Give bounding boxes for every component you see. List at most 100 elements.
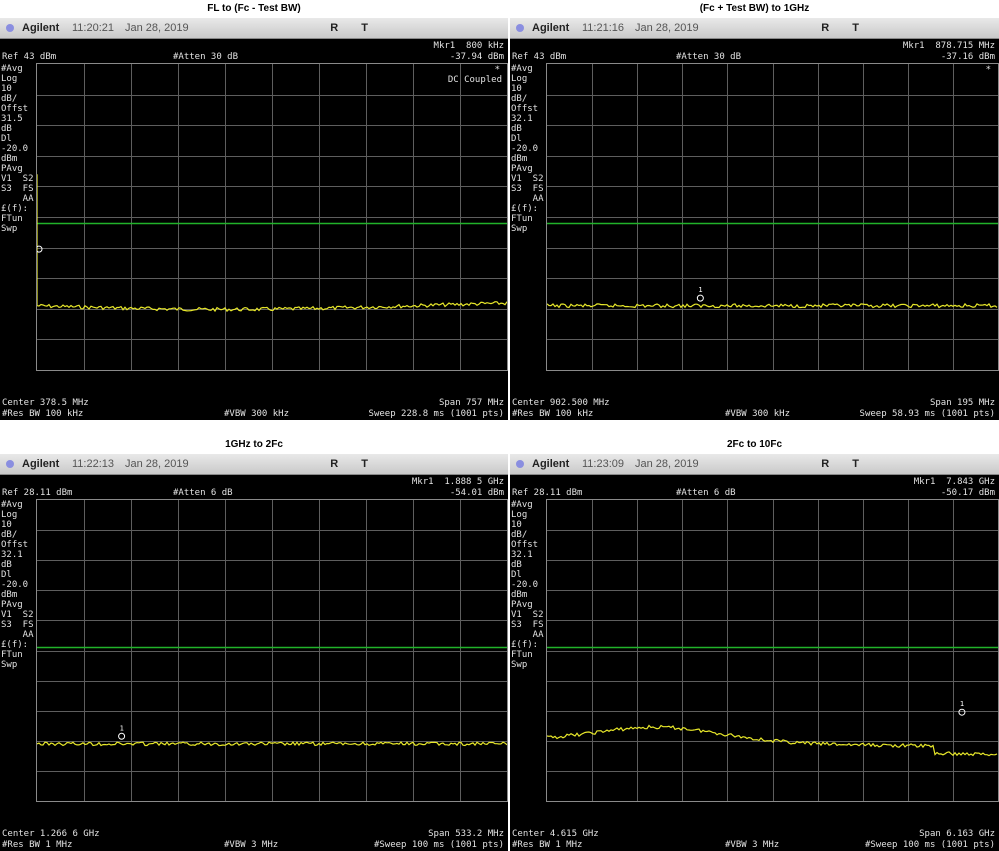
resolution-bandwidth: #Res BW 100 kHz	[512, 409, 594, 419]
settings-label: Log	[1, 74, 18, 84]
agilent-logo-icon	[6, 24, 14, 32]
sweep-time: Sweep 58.93 ms (1001 pts)	[859, 409, 995, 419]
settings-label: Dl	[511, 570, 522, 580]
settings-label: Offst	[1, 540, 29, 550]
marker-value: -54.01 dBm	[449, 488, 504, 498]
trace-svg: 1	[547, 500, 998, 801]
video-bandwidth: #VBW 3 MHz	[725, 840, 780, 850]
timestamp-date: Jan 28, 2019	[125, 458, 189, 470]
resolution-bandwidth: #Res BW 1 MHz	[2, 840, 73, 850]
timestamp-time: 11:23:09	[582, 458, 625, 470]
marker-value: -37.94 dBm	[449, 52, 504, 62]
panel-title: 1GHz to 2Fc	[0, 436, 508, 455]
video-bandwidth: #VBW 3 MHz	[224, 840, 279, 850]
settings-label: Log	[511, 74, 528, 84]
settings-label: S3 FS	[1, 620, 34, 630]
marker-label: Mkr1 878.715 MHz	[902, 41, 995, 51]
settings-label: dB	[1, 560, 12, 570]
settings-label: Dl	[1, 134, 12, 144]
marker-value: -37.16 dBm	[940, 52, 995, 62]
analyzer-header: Agilent 11:21:16 Jan 28, 2019 R T	[510, 18, 999, 39]
trace-plot: 1	[546, 63, 999, 371]
analyzer-screen: Mkr1 7.843 GHz Ref 28.11 dBm #Atten 6 dB…	[510, 475, 999, 851]
spectrum-trace	[547, 724, 998, 757]
attenuation: #Atten 30 dB	[173, 52, 239, 62]
settings-label: FTun	[511, 650, 533, 660]
settings-label: -20.0	[1, 580, 29, 590]
settings-label: dB/	[1, 530, 18, 540]
settings-label: AA	[1, 194, 34, 204]
center-frequency: Center 4.615 GHz	[512, 829, 599, 839]
sweep-time: #Sweep 100 ms (1001 pts)	[864, 840, 995, 850]
timestamp-date: Jan 28, 2019	[635, 22, 699, 34]
center-frequency: Center 1.266 6 GHz	[2, 829, 100, 839]
settings-label: Swp	[1, 224, 18, 234]
settings-label: AA	[511, 194, 544, 204]
attenuation: #Atten 6 dB	[173, 488, 233, 498]
settings-label: S3 FS	[511, 184, 544, 194]
video-bandwidth: #VBW 300 kHz	[725, 409, 791, 419]
marker-number: 1	[698, 286, 702, 294]
horizontal-divider	[0, 420, 999, 436]
settings-label: dB	[511, 124, 522, 134]
settings-label: PAvg	[511, 600, 533, 610]
settings-label: 10	[511, 84, 522, 94]
agilent-logo-icon	[516, 460, 524, 468]
settings-column: #Avg Log 10 dB/Offst 32.1 dB Dl -20.0 dBm PAvg V1 …	[511, 500, 545, 670]
settings-label: AA	[1, 630, 34, 640]
settings-label: Swp	[511, 660, 528, 670]
settings-label: #Avg	[511, 64, 533, 74]
settings-label: £(f):	[511, 640, 539, 650]
reference-level: Ref 43 dBm	[2, 52, 57, 62]
attenuation: #Atten 30 dB	[676, 52, 742, 62]
spectrum-panel: 2Fc to 10Fc Agilent 11:23:09 Jan 28, 201…	[510, 436, 999, 851]
marker-asterisk: *	[985, 65, 991, 75]
resolution-bandwidth: #Res BW 1 MHz	[512, 840, 583, 850]
settings-label: FTun	[1, 214, 23, 224]
spectrum-panel: FL to (Fc - Test BW) Agilent 11:20:21 Ja…	[0, 0, 508, 420]
marker-1	[118, 732, 126, 740]
settings-label: S3 FS	[1, 184, 34, 194]
reference-level: Ref 28.11 dBm	[2, 488, 73, 498]
settings-label: dB	[511, 560, 522, 570]
brand-label: Agilent	[532, 458, 570, 470]
settings-label: V1 S2	[511, 174, 544, 184]
span: Span 533.2 MHz	[428, 829, 504, 839]
spectrum-panel: 1GHz to 2Fc Agilent 11:22:13 Jan 28, 201…	[0, 436, 508, 851]
marker-label: Mkr1 7.843 GHz	[913, 477, 995, 487]
spectrum-trace	[37, 741, 507, 747]
settings-label: 10	[1, 84, 12, 94]
sweep-time: #Sweep 100 ms (1001 pts)	[373, 840, 504, 850]
settings-label: -20.0	[511, 144, 539, 154]
marker-label: Mkr1 1.888 5 GHz	[411, 477, 504, 487]
video-bandwidth: #VBW 300 kHz	[224, 409, 290, 419]
settings-label: AA	[511, 630, 544, 640]
brand-label: Agilent	[532, 22, 570, 34]
settings-label: FTun	[1, 650, 23, 660]
brand-label: Agilent	[22, 22, 60, 34]
attenuation: #Atten 6 dB	[676, 488, 736, 498]
settings-label: PAvg	[1, 164, 23, 174]
settings-label: dB/	[1, 94, 18, 104]
span: Span 757 MHz	[438, 398, 504, 408]
trace-svg: 1	[37, 500, 507, 801]
settings-label: dBm	[1, 154, 18, 164]
sweep-time: Sweep 228.8 ms (1001 pts)	[368, 409, 504, 419]
span: Span 6.163 GHz	[919, 829, 995, 839]
resolution-bandwidth: #Res BW 100 kHz	[2, 409, 84, 419]
settings-label: Swp	[511, 224, 528, 234]
settings-label: Offst	[511, 104, 539, 114]
settings-label: Dl	[1, 570, 12, 580]
rt-indicator: R T	[330, 22, 378, 34]
trace-plot	[36, 63, 508, 371]
center-frequency: Center 378.5 MHz	[2, 398, 89, 408]
coupling-note: DC Coupled	[447, 75, 502, 85]
settings-label: -20.0	[1, 144, 29, 154]
settings-label: dB	[1, 124, 12, 134]
settings-label: #Avg	[511, 500, 533, 510]
timestamp-time: 11:22:13	[72, 458, 115, 470]
settings-label: Offst	[511, 540, 539, 550]
marker-number: 1	[120, 724, 124, 732]
settings-label: #Avg	[1, 500, 23, 510]
settings-label: V1 S2	[1, 174, 34, 184]
